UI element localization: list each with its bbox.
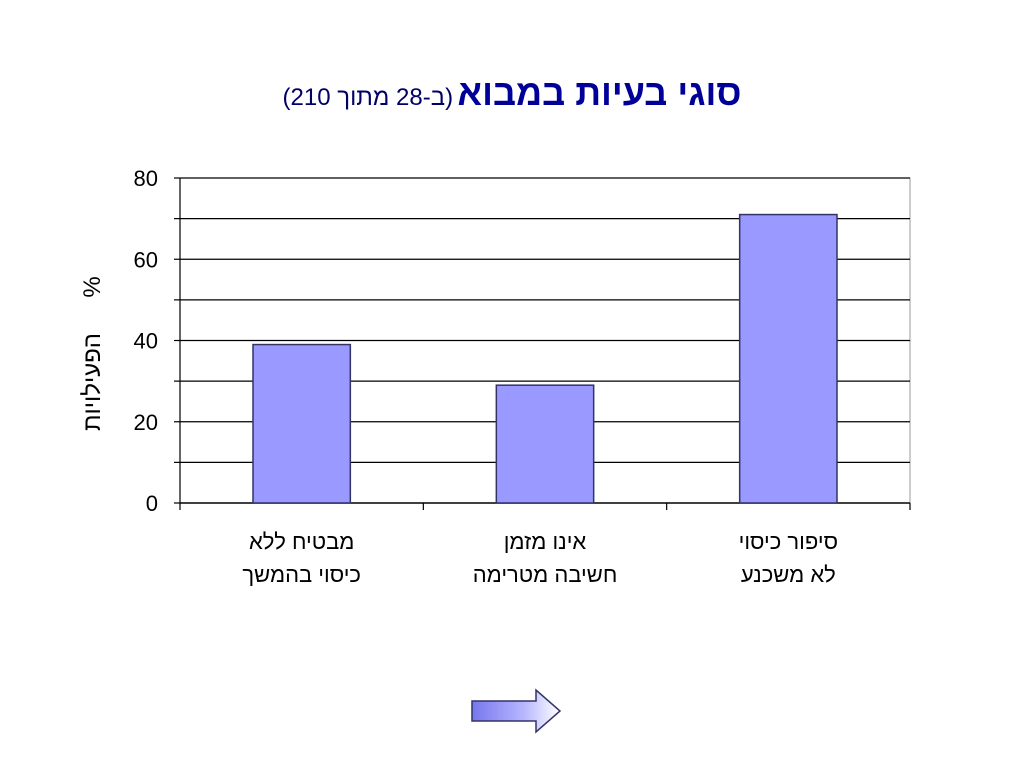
plot-area: 0 20 40 60 80 סיפור כיסוי לא משכנע אינו מזמן חשי… (134, 166, 911, 587)
slide-title: סוגי בעיות במבוא (ב-28 מתוך 210) (0, 72, 1024, 114)
y-tick-label: 0 (146, 491, 158, 516)
category-label: אינו מזמן (504, 529, 587, 554)
y-axis-label: הפעילויות (79, 333, 106, 431)
right-arrow-icon (471, 688, 562, 734)
title-subtitle: (ב-28 מתוך 210) (282, 84, 454, 111)
bar (738, 213, 838, 504)
category-label: לא משכנע (741, 562, 836, 587)
y-axis-unit: % (79, 276, 106, 297)
category-label: חשיבה מטרימה (473, 562, 618, 587)
next-slide-button[interactable] (470, 688, 564, 734)
y-tick-label: 40 (134, 329, 158, 354)
category-label: סיפור כיסוי (739, 529, 838, 554)
y-tick-label: 20 (134, 410, 158, 435)
bar (252, 343, 352, 504)
bar (495, 384, 595, 504)
y-tick-label: 80 (134, 166, 158, 191)
y-axis-title: % הפעילויות (79, 276, 106, 431)
category-label: כיסוי בהמשך (242, 562, 361, 587)
category-label: מבטיח ללא (249, 529, 354, 554)
title-main: סוגי בעיות במבוא (457, 72, 742, 113)
y-tick-label: 60 (134, 247, 158, 272)
